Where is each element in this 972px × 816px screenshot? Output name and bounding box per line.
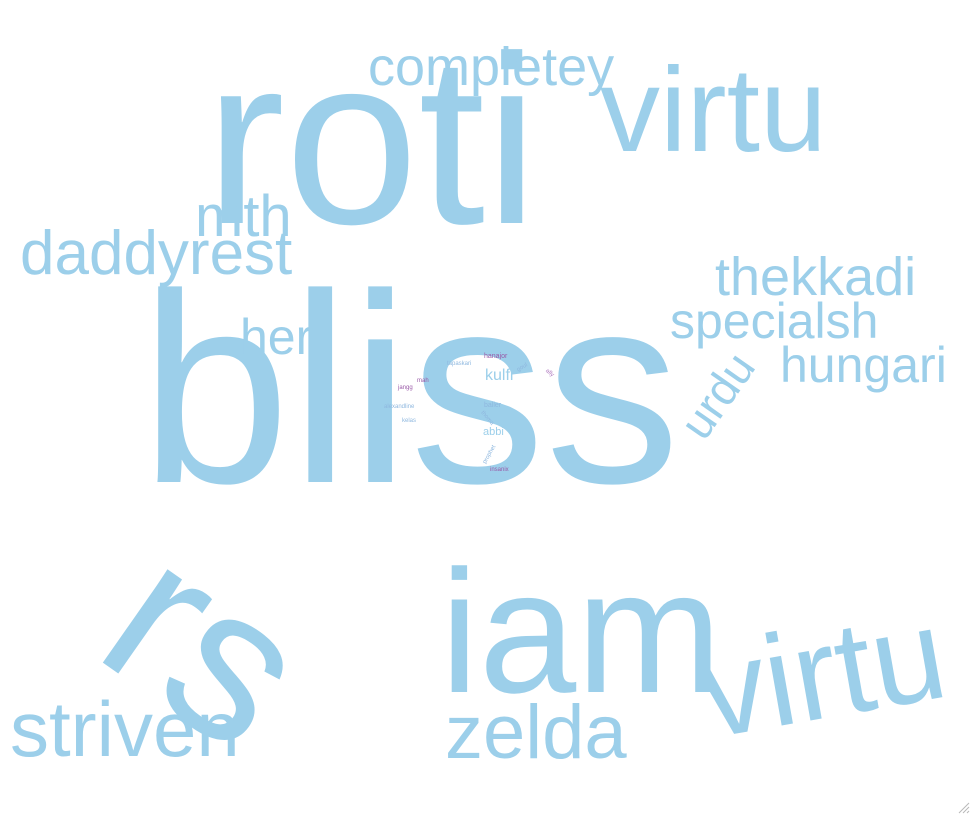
word-abbi: abbi [483,426,504,438]
word-hanajor: hanajor [484,353,508,360]
word-thekkadi: thekkadi [715,247,917,307]
word-jangg: jangg [398,385,413,391]
word-heri: heri [240,309,324,365]
word-striven: striven [10,685,240,773]
word-mth: mth [195,184,292,249]
resize-grip-icon[interactable] [954,798,970,814]
word-hungari: hungari [780,337,947,393]
word-iam: iam [440,535,722,730]
word-specialsh: specialsh [670,293,879,349]
word-roti: roti [205,6,539,274]
word-baller: baller [484,402,502,409]
word-zelda: zelda [445,690,627,775]
word-bliss: bliss [140,239,681,540]
word-alexandline: alexandline [384,404,415,410]
word-completey: completey [368,37,615,97]
word-urdu: urdu [669,342,765,449]
word-daddyrest: daddyrest [20,219,293,288]
word-kelas: kelas [402,418,417,424]
word-virtu-top: virtu [600,43,827,177]
word-kulfi: kulfi [485,367,514,384]
word-virtu-bottom: virtu [688,579,956,766]
word-tapaskari: tapaskari [447,361,472,367]
word-mah: mah [417,378,429,384]
word-insanix: insanix [490,467,509,473]
